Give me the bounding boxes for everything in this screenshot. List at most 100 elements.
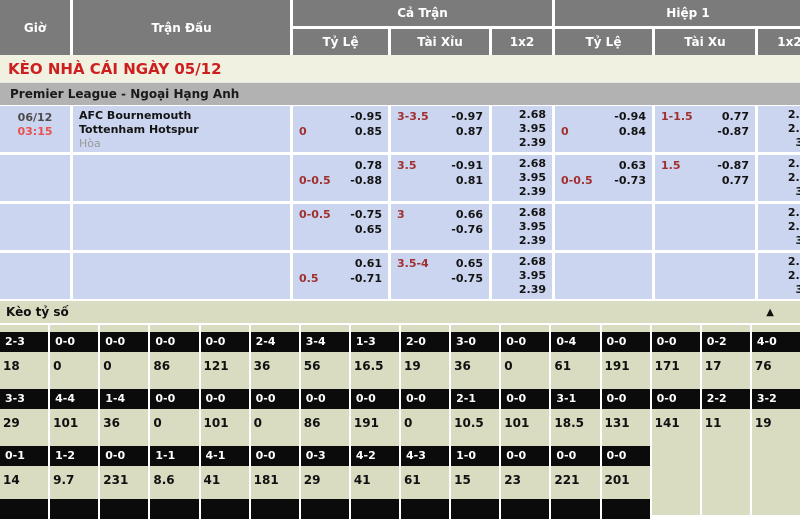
score-label: 0-0 [651,332,700,352]
odds-away: 3.1 [795,234,800,247]
score-odds-cell: 3-1 18.5 [551,382,600,439]
score-odds-value: 86 [153,359,171,373]
score-odds-value: 56 [303,359,321,373]
score-label: 1-0 [451,446,500,466]
score-label [401,499,450,519]
score-section-header[interactable]: Kèo tỷ số ▲ [0,301,800,323]
score-odds-value [652,466,700,487]
score-odds-cell: 2-1 10.5 [451,382,500,439]
score-label: 0-0 [501,389,550,409]
home-team: AFC Bournemouth [79,109,192,122]
ft-handicap-cell: 0.78 0-0.5 -0.88 [293,155,388,201]
odds-away: 3.1 [795,185,800,198]
handicap-line: 0-0.5 [299,174,331,187]
odds-home: 2.47 [787,206,800,219]
odds-home: 2.47 [787,255,800,268]
league-header[interactable]: Premier League - Ngoại Hạng Anh [0,82,800,105]
score-odds-value: 181 [253,473,279,487]
score-label: 1-4 [100,389,149,409]
odds-home: 2.68 [518,255,546,268]
handicap-line: 0-0.5 [561,174,593,187]
score-label [601,499,650,519]
score-odds-value: 0 [153,416,162,430]
score-label [501,499,550,519]
score-odds-cell [250,496,299,519]
score-label: 0-0 [50,332,99,352]
odds-home: 2.68 [518,157,546,170]
col-group-fulltime: Cả Trận [293,0,552,26]
h1-1x2-cell: 2.47 2.85 3.1 [758,106,800,152]
h1-overunder-cell: 1.5 -0.87 0.77 [655,155,755,201]
score-label [250,499,299,519]
score-grid: 2-3 18 0-0 0 0-0 0 0-0 86 0-0 121 2-4 36 3-4 56 1-3 16.… [0,323,800,519]
score-label: 0-0 [300,389,349,409]
score-label: 4-3 [401,446,450,466]
collapse-arrow-icon[interactable]: ▲ [766,306,774,318]
odds-value: 0.87 [455,125,483,138]
match-time-cell: 06/12 03:15 [0,106,70,152]
score-label: 0-0 [551,446,600,466]
score-odds-cell: 1-1 8.6 [150,439,199,496]
score-odds-cell: 0-0 181 [250,439,299,496]
match-teams-cell[interactable]: AFC Bournemouth Tottenham Hotspur Hòa [73,106,290,152]
score-label: 4-2 [350,446,399,466]
ft-1x2-cell: 2.68 3.95 2.39 [492,106,552,152]
h1-handicap-cell: -0.94 0 0.84 [555,106,652,152]
odds-value: -0.75 [350,208,382,221]
odds-value: 0.66 [455,208,483,221]
odds-value: -0.71 [350,272,382,285]
odds-value: 0.77 [721,110,749,123]
score-odds-cell: 0-0 191 [601,325,650,382]
ft-1x2-cell: 2.68 3.95 2.39 [492,155,552,201]
score-label: 0-0 [100,332,149,352]
odds-draw: 3.95 [518,220,546,233]
score-row: 0-1 14 1-2 9.7 0-0 231 1-1 8.6 4-1 41 0-0 181 0-3 29 4… [0,439,800,496]
score-odds-cell [751,439,800,496]
score-odds-cell: 0-0 141 [651,382,700,439]
col-header-ft-1x2: 1x2 [492,29,552,55]
overunder-line: 3 [397,208,405,221]
score-odds-value: 18.5 [554,416,584,430]
ft-handicap-cell: -0.95 0 0.85 [293,106,388,152]
score-odds-cell: 0-0 0 [250,382,299,439]
score-odds-value: 19 [754,416,772,430]
odds-table-header: Giờ Trận Đấu Cả Trận Hiệp 1 Tỷ Lệ Tài Xỉ… [0,0,800,55]
score-odds-cell: 4-0 76 [751,325,800,382]
col-header-h1-1x2: 1x2 [758,29,800,55]
odds-value: 0.65 [455,257,483,270]
score-odds-cell: 2-2 11 [701,382,750,439]
score-label: 3-1 [551,389,600,409]
score-odds-cell [300,496,349,519]
match-teams-cell [73,204,290,250]
odds-value: 0.63 [618,159,646,172]
score-odds-value: 221 [554,473,580,487]
score-odds-value: 171 [654,359,680,373]
h1-overunder-cell [655,204,755,250]
match-time-cell [0,253,70,299]
score-label: 3-0 [451,332,500,352]
score-label: 0-0 [601,389,650,409]
odds-value: -0.73 [614,174,646,187]
score-odds-value: 61 [554,359,572,373]
score-label: 0-4 [551,332,600,352]
match-teams-cell [73,253,290,299]
odds-away: 2.39 [518,185,546,198]
score-label [50,499,99,519]
score-label: 0-0 [651,389,700,409]
draw-label: Hòa [79,137,101,150]
score-odds-cell: 0-0 221 [551,439,600,496]
score-label: 1-3 [350,332,399,352]
score-odds-cell: 3-3 29 [0,382,49,439]
score-odds-cell: 1-4 36 [100,382,149,439]
ft-handicap-cell: 0-0.5 -0.75 0.65 [293,204,388,250]
score-odds-cell [701,439,750,496]
score-odds-cell [401,496,450,519]
odds-home: 2.68 [518,108,546,121]
odds-draw: 2.85 [787,171,800,184]
score-odds-cell: 0-0 191 [350,382,399,439]
score-odds-value: 14 [3,473,20,487]
odds-away: 2.39 [518,136,546,149]
score-odds-cell: 0-0 121 [200,325,249,382]
score-label: 0-0 [601,446,650,466]
score-odds-value: 61 [404,473,421,487]
